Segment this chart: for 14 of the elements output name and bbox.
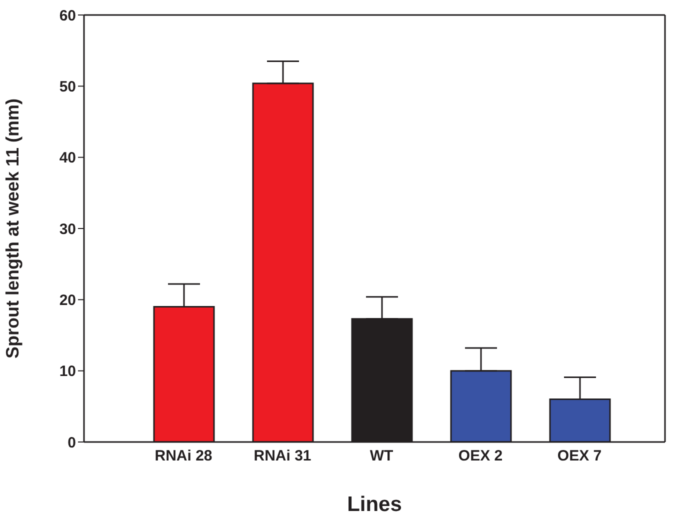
x-tick-label: OEX 7 — [557, 448, 602, 465]
x-tick-label: OEX 2 — [458, 448, 503, 465]
y-tick-label: 40 — [59, 150, 76, 167]
y-tick-label: 10 — [59, 363, 76, 380]
y-tick-label: 0 — [68, 434, 76, 452]
x-tick-label: WT — [370, 448, 394, 465]
x-axis-title: Lines — [347, 493, 402, 516]
x-tick-label: RNAi 28 — [154, 448, 212, 465]
y-tick-label: 30 — [59, 220, 76, 238]
y-tick-label: 60 — [59, 7, 76, 24]
y-tick-label: 50 — [59, 78, 76, 96]
y-axis-title: Sprout length at week 11 (mm) — [2, 98, 22, 359]
x-tick-label: RNAi 31 — [254, 448, 312, 465]
y-tick-label: 20 — [59, 292, 76, 309]
